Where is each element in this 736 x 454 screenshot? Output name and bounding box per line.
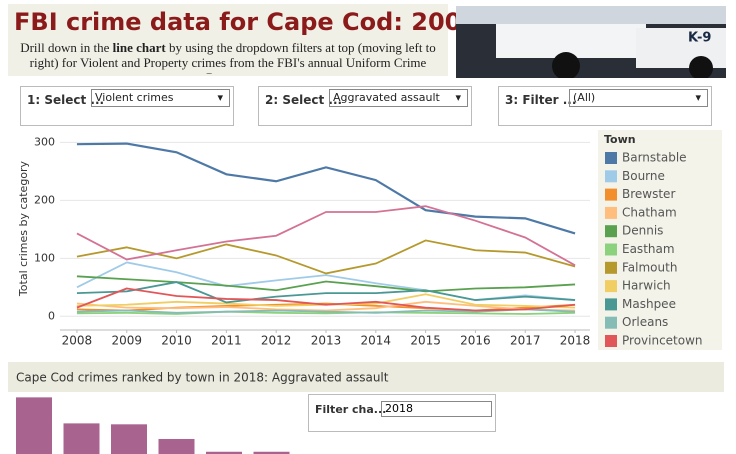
bar [158, 438, 195, 454]
dropdown[interactable]: Aggravated assault [329, 89, 468, 107]
y-axis-label: Total crimes by category [17, 160, 30, 297]
y-tick-label: 200 [34, 193, 55, 206]
y-tick-label: 0 [48, 309, 55, 322]
series-line [76, 310, 576, 315]
legend-label: Brewster [622, 187, 675, 201]
legend-label: Bourne [622, 169, 665, 183]
legend-panel [598, 130, 722, 350]
legend-swatch [605, 243, 617, 256]
series-line [76, 205, 576, 267]
series-line [76, 300, 576, 312]
bar-filter[interactable]: Filter cha... 2018 [308, 394, 496, 432]
y-tick-label: 100 [34, 251, 55, 264]
x-tick-label: 2009 [111, 334, 142, 348]
x-tick-label: 2013 [311, 334, 342, 348]
x-tick-label: 2014 [361, 334, 392, 348]
legend-swatch [605, 170, 617, 183]
legend-label: Mashpee [622, 297, 676, 311]
bar-title-band [8, 362, 724, 392]
legend-swatch [605, 188, 617, 201]
dropdown[interactable]: (All) [569, 89, 708, 107]
description-text: by using the dropdown filters at top (mo… [29, 40, 436, 74]
bar [63, 423, 100, 454]
legend-swatch [605, 335, 617, 347]
series-line [76, 287, 576, 312]
series-line [76, 239, 576, 275]
dropdown[interactable]: 2018 [381, 401, 492, 417]
x-tick-label: 2010 [161, 334, 192, 348]
description: Drill down in the line chart by using th… [10, 40, 446, 74]
legend-swatch [605, 280, 617, 293]
legend-swatch [605, 225, 617, 238]
series-line [76, 142, 576, 235]
legend-label: Orleans [622, 315, 668, 329]
series-line [76, 281, 576, 304]
filter-label: 2: Select ... [265, 93, 343, 107]
x-tick-label: 2012 [261, 334, 292, 348]
description-text: Drill down in the [20, 40, 113, 55]
legend: Town Barnstable Bourne Brewster Chatham Denni… [604, 133, 703, 348]
svg-text:K-9: K-9 [688, 31, 711, 46]
series-line [76, 275, 576, 293]
police-car-photo: K-9 [456, 6, 726, 78]
bar [111, 424, 147, 454]
legend-title: Town [604, 133, 636, 146]
filter-3[interactable]: 3: Filter ... (All) [498, 86, 712, 126]
y-tick-label: 300 [34, 135, 55, 148]
x-tick-label: 2011 [211, 334, 242, 348]
legend-label: Chatham [622, 205, 677, 219]
bar-chart-title: Cape Cod crimes ranked by town in 2018: … [16, 371, 389, 385]
dropdown[interactable]: Violent crimes [91, 89, 230, 107]
legend-swatch [605, 261, 617, 274]
x-tick-label: 2008 [62, 334, 93, 348]
legend-label: Dennis [622, 224, 663, 238]
legend-label: Falmouth [622, 260, 677, 274]
x-tick-label: 2018 [560, 334, 591, 348]
legend-swatch [605, 316, 617, 329]
header-panel [8, 4, 448, 76]
legend-swatch [605, 298, 617, 311]
x-tick-label: 2017 [510, 334, 541, 348]
filter-label: 1: Select ... [27, 93, 105, 107]
filter-label: Filter cha... [315, 403, 387, 416]
legend-label: Harwich [622, 279, 671, 293]
x-tick-label: 2016 [460, 334, 491, 348]
filter-2[interactable]: 2: Select ... Aggravated assault [258, 86, 472, 126]
legend-swatch [605, 206, 617, 219]
x-tick-label: 2015 [410, 334, 441, 348]
bar [253, 451, 290, 454]
legend-label: Eastham [622, 242, 675, 256]
legend-label: Provincetown [622, 334, 703, 348]
bar [206, 451, 242, 454]
description-bold: line chart [112, 40, 166, 55]
legend-swatch [605, 152, 617, 164]
bar [16, 397, 52, 454]
filter-label: 3: Filter ... [505, 93, 577, 107]
filter-1[interactable]: 1: Select ... Violent crimes [20, 86, 234, 126]
legend-label: Barnstable [622, 151, 687, 165]
